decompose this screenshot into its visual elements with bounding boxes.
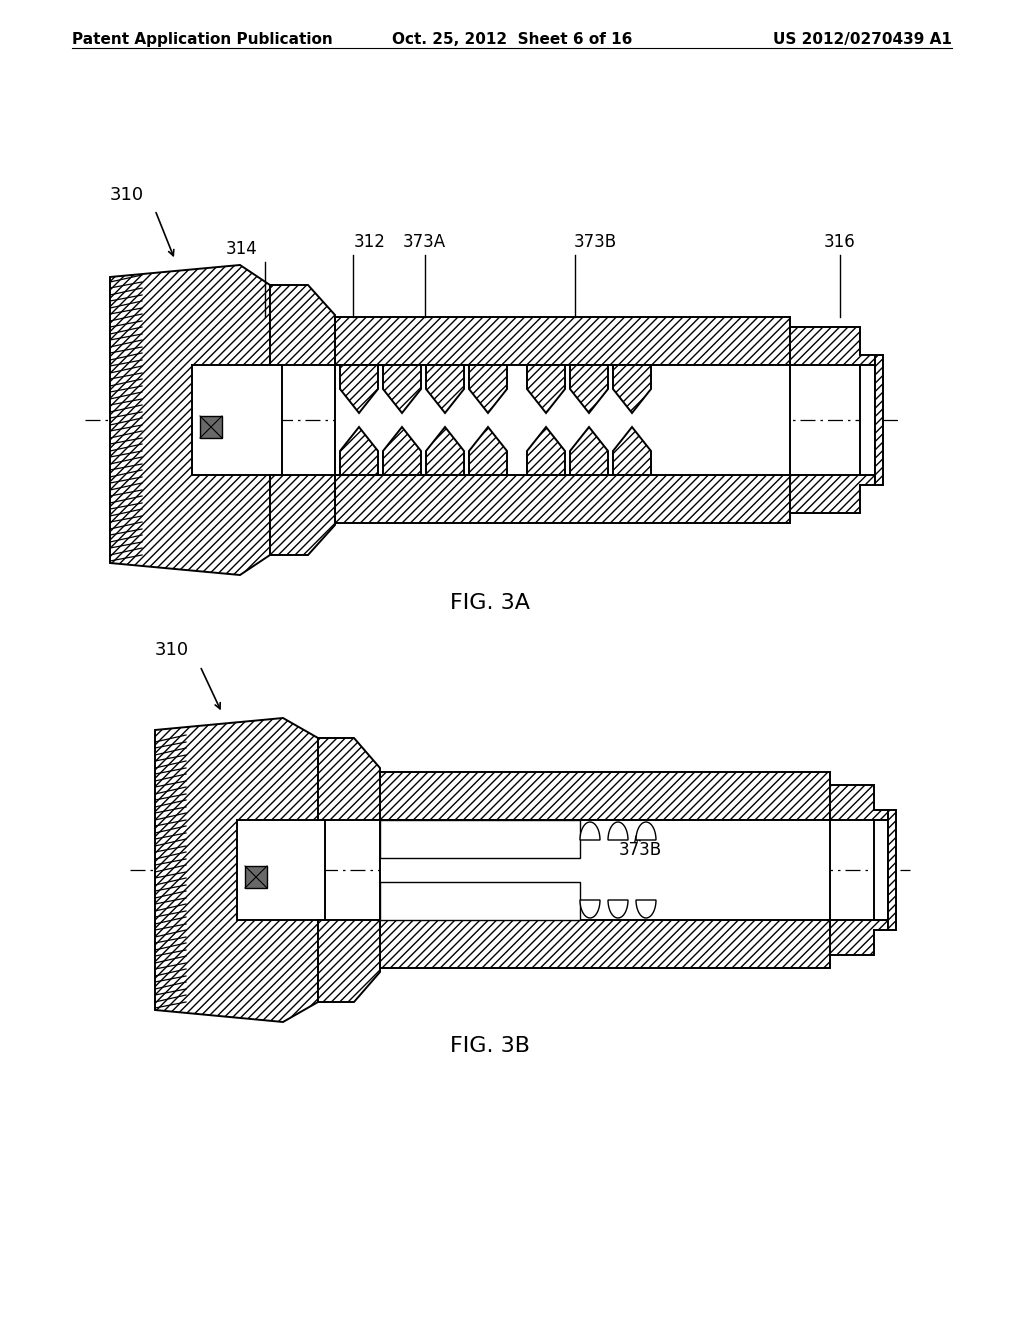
Polygon shape xyxy=(527,426,565,475)
Bar xyxy=(193,366,282,475)
Text: 310: 310 xyxy=(155,642,189,659)
Polygon shape xyxy=(469,426,507,475)
Polygon shape xyxy=(155,718,318,1022)
Polygon shape xyxy=(340,366,378,413)
Text: FIG. 3B: FIG. 3B xyxy=(450,1036,530,1056)
Text: 373B: 373B xyxy=(573,234,616,251)
Polygon shape xyxy=(790,327,874,366)
Bar xyxy=(335,317,790,366)
Bar xyxy=(335,475,790,523)
Polygon shape xyxy=(383,426,421,475)
Polygon shape xyxy=(580,822,600,840)
Polygon shape xyxy=(580,900,600,917)
Polygon shape xyxy=(527,366,565,413)
Bar xyxy=(335,366,790,475)
Polygon shape xyxy=(636,822,656,840)
Text: 314: 314 xyxy=(226,240,258,257)
Polygon shape xyxy=(110,265,270,576)
Polygon shape xyxy=(790,475,874,513)
Polygon shape xyxy=(830,920,888,954)
Bar xyxy=(888,810,896,931)
Polygon shape xyxy=(830,785,888,820)
Bar xyxy=(874,820,888,920)
Text: 373B: 373B xyxy=(618,841,662,859)
Text: 373A: 373A xyxy=(402,234,446,251)
Bar xyxy=(245,866,267,888)
Bar xyxy=(237,820,325,920)
Polygon shape xyxy=(608,822,628,840)
Bar xyxy=(380,772,830,820)
Text: 310: 310 xyxy=(110,186,144,205)
Polygon shape xyxy=(636,900,656,917)
Polygon shape xyxy=(469,366,507,413)
Polygon shape xyxy=(318,738,380,820)
Bar xyxy=(874,355,883,484)
Bar xyxy=(380,920,830,968)
Polygon shape xyxy=(270,475,335,554)
Bar xyxy=(860,366,874,475)
Text: 373A: 373A xyxy=(499,841,542,859)
Bar xyxy=(200,416,222,438)
Text: 312: 312 xyxy=(354,234,386,251)
Polygon shape xyxy=(383,366,421,413)
Polygon shape xyxy=(426,366,464,413)
Text: US 2012/0270439 A1: US 2012/0270439 A1 xyxy=(773,32,952,48)
Text: Patent Application Publication: Patent Application Publication xyxy=(72,32,333,48)
Bar xyxy=(380,820,830,920)
Text: FIG. 3A: FIG. 3A xyxy=(450,593,530,612)
Polygon shape xyxy=(426,426,464,475)
Text: Oct. 25, 2012  Sheet 6 of 16: Oct. 25, 2012 Sheet 6 of 16 xyxy=(392,32,632,48)
Polygon shape xyxy=(570,366,608,413)
Polygon shape xyxy=(318,920,380,1002)
Polygon shape xyxy=(340,426,378,475)
Text: 316: 316 xyxy=(824,234,856,251)
Bar xyxy=(380,882,580,920)
Polygon shape xyxy=(608,900,628,917)
Polygon shape xyxy=(570,426,608,475)
Polygon shape xyxy=(270,285,335,366)
Polygon shape xyxy=(613,426,651,475)
Polygon shape xyxy=(613,366,651,413)
Bar xyxy=(380,820,580,858)
